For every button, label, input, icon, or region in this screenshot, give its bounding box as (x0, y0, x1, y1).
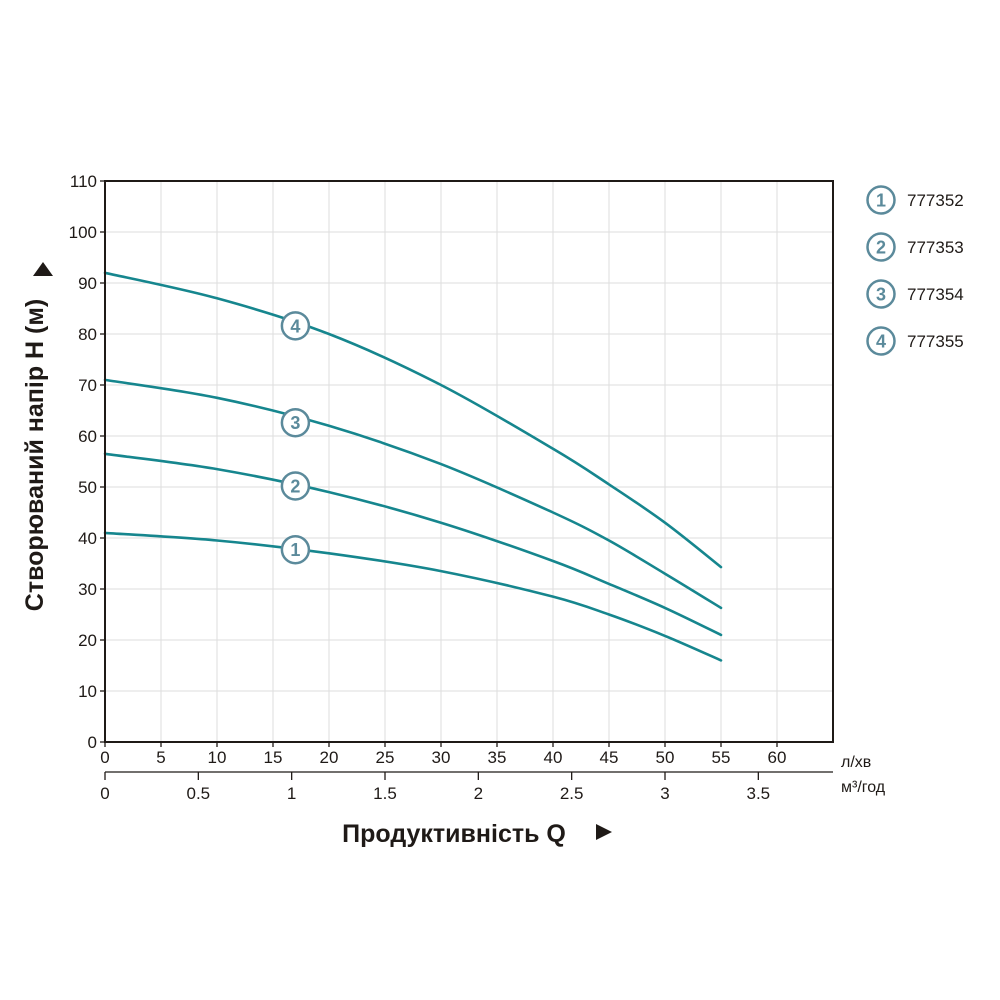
legend-badge-number: 2 (876, 238, 886, 258)
x2-unit-label: м³/год (841, 779, 886, 796)
x-tick-label: 30 (432, 748, 451, 767)
x-tick-label: 35 (488, 748, 507, 767)
legend-badge (866, 232, 896, 262)
y-tick-label: 10 (78, 682, 97, 701)
x-tick-label: 40 (544, 748, 563, 767)
x2-tick-label: 2.5 (560, 784, 584, 803)
x-tick-label: 0 (100, 748, 109, 767)
x-tick-label: 20 (320, 748, 339, 767)
curve-badges: 1 2 3 4 (280, 311, 311, 565)
x2-tick-label: 1.5 (373, 784, 397, 803)
curve-badge-1 (280, 534, 311, 565)
y-tick-label: 50 (78, 478, 97, 497)
y-tick-label: 70 (78, 376, 97, 395)
y-tick-label: 30 (78, 580, 97, 599)
y-tick-label: 90 (78, 274, 97, 293)
y-tick-label: 100 (69, 223, 97, 242)
x2-tick-label: 1 (287, 784, 296, 803)
curve-badge-2 (280, 471, 311, 501)
curve-badge-number: 3 (290, 413, 300, 433)
x2-tick-label: 2 (474, 784, 483, 803)
x-axis-label: Продуктивність Q (342, 820, 566, 848)
legend-badge (866, 326, 896, 356)
x-tick-label: 10 (208, 748, 227, 767)
x2-tick-label: 3 (660, 784, 669, 803)
legend-item-label: 777354 (907, 285, 964, 304)
x2-tick-label: 3.5 (747, 784, 771, 803)
curve-badge-number: 2 (290, 476, 300, 496)
x2-tick-label: 0.5 (187, 784, 211, 803)
x-tick-label: 60 (768, 748, 787, 767)
y-tick-label: 0 (88, 733, 97, 752)
legend-item-label: 777355 (907, 332, 964, 351)
legend-badge-number: 1 (876, 191, 886, 211)
y-tick-label: 40 (78, 529, 97, 548)
legend-badge-number: 4 (876, 332, 886, 352)
performance-curves (103, 271, 723, 662)
curve-badge-number: 1 (290, 540, 300, 560)
x-axis-arrow-icon (596, 824, 612, 840)
x-tick-label: 55 (712, 748, 731, 767)
x-tick-label: 45 (600, 748, 619, 767)
grid-lines (105, 181, 833, 742)
axes (104, 180, 834, 773)
y-axis-label: Створюваний напір H (м) (21, 299, 49, 611)
curve-4 (103, 271, 723, 569)
y-tick-label: 60 (78, 427, 97, 446)
curve-1 (103, 531, 723, 662)
legend-item-label: 777353 (907, 238, 964, 257)
x-tick-label: 15 (264, 748, 283, 767)
legend-item-label: 777352 (907, 191, 964, 210)
curve-badge-3 (280, 407, 311, 438)
x-tick-label: 50 (656, 748, 675, 767)
x2-tick-label: 0 (100, 784, 109, 803)
plot-frame (104, 180, 834, 743)
curve-badge-4 (280, 311, 311, 341)
y-axis-arrow-icon (33, 262, 53, 276)
legend-badge (866, 185, 896, 215)
curve-badge-number: 4 (290, 316, 300, 336)
x-tick-label: 5 (156, 748, 165, 767)
legend: 1 777352 2 777353 3 777354 4 777355 (866, 185, 964, 356)
y-tick-label: 110 (70, 172, 97, 191)
y-tick-label: 20 (78, 631, 97, 650)
x-tick-label: 25 (376, 748, 395, 767)
x-unit-label: л/хв (841, 754, 871, 771)
legend-badge-number: 3 (876, 285, 886, 305)
curve-3 (103, 378, 723, 610)
legend-badge (866, 279, 896, 309)
y-tick-label: 80 (78, 325, 97, 344)
curve-2 (103, 452, 723, 637)
